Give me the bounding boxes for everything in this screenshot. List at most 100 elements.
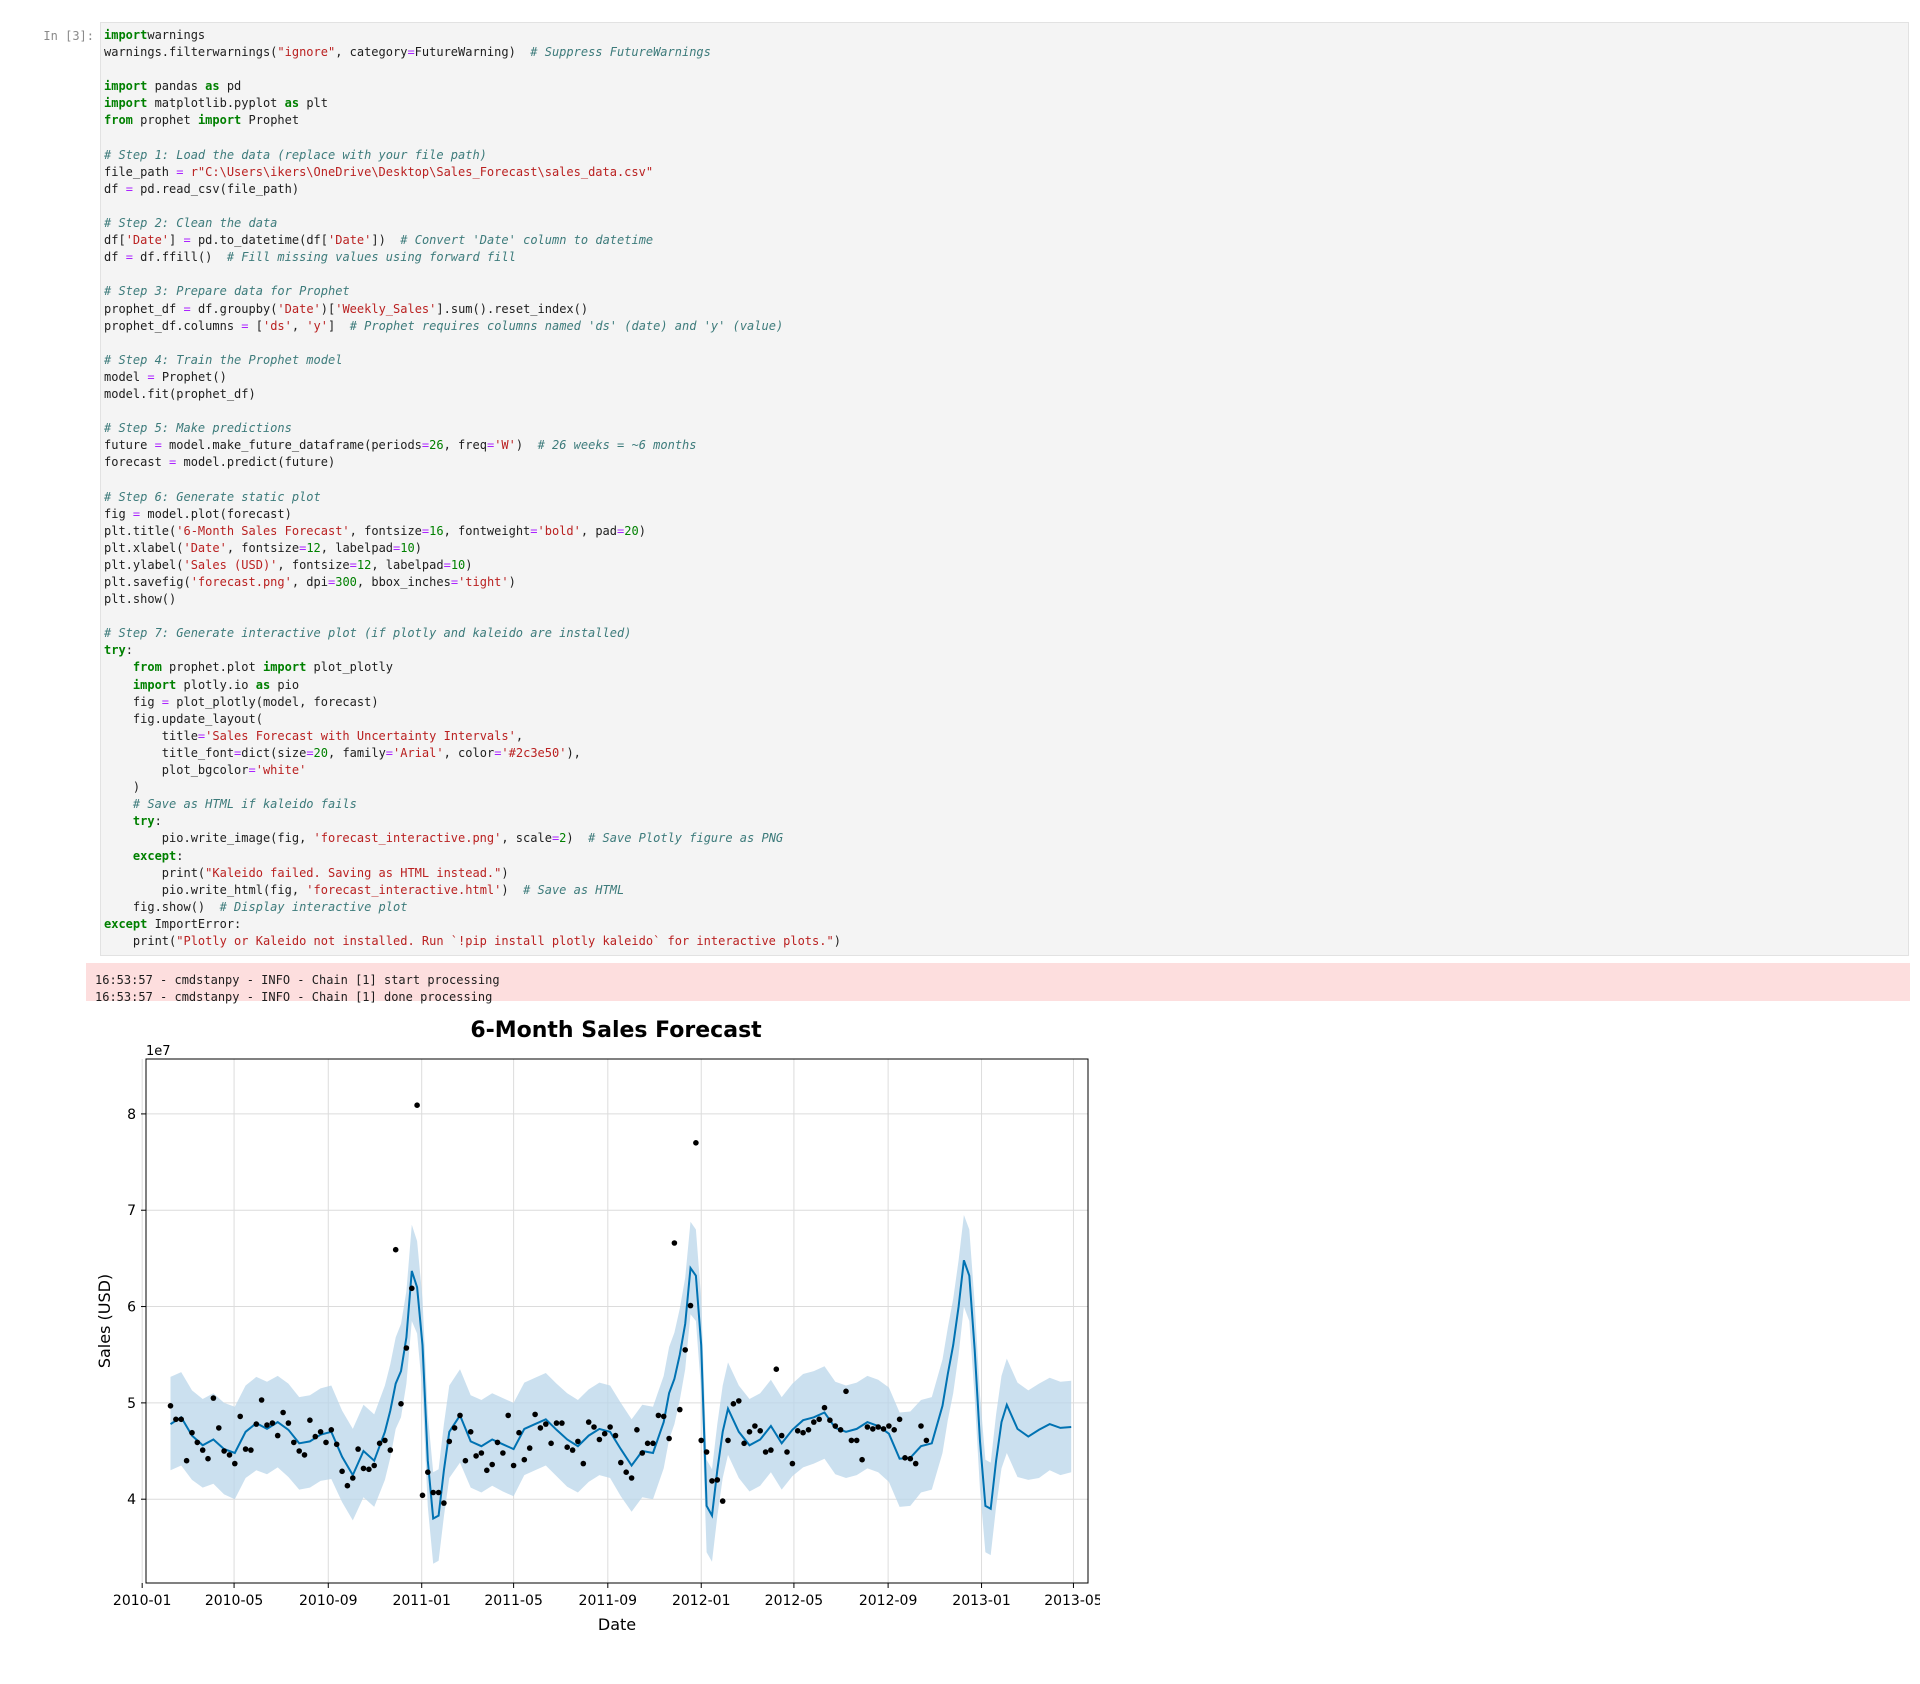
x-tick-label: 2011-09 [579, 1593, 638, 1609]
code-token: ]) [371, 233, 401, 248]
code-token: plt.ylabel( [104, 557, 184, 572]
code-line [104, 471, 841, 488]
code-cell-editor[interactable] [100, 22, 1909, 956]
code-line: fig = model.plot(forecast) [104, 506, 841, 523]
actual-point [360, 1465, 367, 1472]
code-line [104, 608, 841, 625]
actual-point [553, 1420, 560, 1426]
actual-point [859, 1456, 865, 1463]
actual-point [746, 1429, 753, 1435]
code-token: 12 [356, 557, 372, 572]
code-line: warnings.filterwarnings("ignore", catego… [104, 44, 841, 61]
code-token: title [104, 728, 198, 743]
y-tick-label: 7 [127, 1203, 136, 1219]
actual-point [526, 1445, 533, 1451]
code-token: 2 [559, 831, 567, 846]
actual-point [821, 1404, 828, 1411]
actual-point [837, 1427, 844, 1433]
actual-point [178, 1416, 184, 1423]
forecast-line [169, 1259, 1072, 1521]
code-token: ) [465, 557, 473, 572]
code-token: , scale [501, 831, 552, 846]
actual-point [312, 1433, 319, 1440]
actual-point [864, 1424, 871, 1430]
code-token: 'Date' [125, 233, 170, 248]
actual-point [441, 1500, 447, 1506]
code-token: try [104, 643, 126, 658]
actual-point [655, 1412, 662, 1419]
code-token: 10 [450, 557, 466, 572]
actual-point [291, 1439, 297, 1446]
code-token: ) [566, 831, 589, 846]
code-token: model.predict(future) [176, 455, 336, 470]
code-token: "Kaleido failed. Saving as HTML instead.… [205, 865, 502, 880]
code-token: prophet_df.columns [104, 318, 242, 333]
code-token: pandas [147, 79, 206, 94]
code-token: r"C:\Users\ikers\OneDrive\Desktop\Sales_… [183, 164, 654, 179]
code-token: = [125, 181, 133, 196]
code-token: 'bold' [537, 523, 581, 538]
code-line: future = model.make_future_dataframe(per… [104, 437, 841, 454]
code-token: model.plot(forecast) [140, 506, 292, 521]
x-tick-label: 2010-01 [113, 1593, 172, 1609]
code-token: import [262, 660, 307, 675]
actual-point [248, 1447, 254, 1453]
code-token: from [104, 113, 133, 128]
actual-point [296, 1448, 303, 1454]
actual-point [757, 1428, 763, 1434]
code-token: ) [104, 780, 141, 795]
code-token: # Save as HTML if kaleido fails [132, 797, 357, 812]
y-tick-label: 5 [127, 1396, 136, 1412]
code-token: # Display interactive plot [219, 899, 408, 914]
code-token: # Save as HTML [523, 882, 625, 897]
code-token: = [450, 575, 459, 589]
code-token: as [205, 79, 220, 94]
code-token: model.fit(prophet_df) [104, 386, 256, 401]
code-token: )[ [320, 301, 336, 316]
actual-point [698, 1437, 704, 1444]
code-token: 300 [335, 575, 357, 589]
actual-point [285, 1420, 292, 1426]
code-line: plot_bgcolor='white' [104, 762, 841, 779]
code-token: : [176, 848, 184, 863]
code-token: print( [104, 933, 177, 948]
code-token: = [154, 438, 162, 453]
code-token: 'W' [494, 438, 516, 453]
actual-point [794, 1428, 801, 1434]
code-token: import [104, 96, 148, 111]
actual-point [328, 1427, 335, 1433]
code-token: "Plotly or Kaleido not installed. Run `!… [176, 933, 834, 948]
code-token: ) [501, 865, 509, 880]
code-token: = [125, 250, 133, 265]
code-token: = [176, 164, 184, 179]
actual-point [264, 1422, 270, 1428]
code-token: "ignore" [277, 45, 336, 60]
code-line: df = df.ffill() # Fill missing values us… [104, 249, 841, 266]
code-token: = [551, 831, 560, 846]
code-token: model.make_future_dataframe(periods [161, 438, 422, 453]
code-token: fig [104, 694, 162, 709]
code-token: ), [566, 745, 581, 760]
code-token: import [132, 677, 177, 692]
code-line: fig = plot_plotly(model, forecast) [104, 694, 841, 711]
code-token: = [421, 523, 430, 538]
code-line: model.fit(prophet_df) [104, 386, 841, 403]
actual-point [918, 1423, 924, 1429]
code-line: print("Kaleido failed. Saving as HTML in… [104, 865, 841, 882]
code-token: = [183, 301, 191, 316]
actual-point [350, 1475, 356, 1481]
actual-point [559, 1420, 565, 1426]
code-line: # Step 7: Generate interactive plot (if … [104, 625, 841, 642]
code-token: # 26 weeks = ~6 months [537, 438, 697, 453]
actual-point [478, 1450, 485, 1456]
actual-point [671, 1240, 678, 1246]
code-line: title_font=dict(size=20, family='Arial',… [104, 745, 841, 762]
code-token: , [515, 728, 524, 743]
actual-point [639, 1450, 646, 1456]
actual-point [403, 1345, 410, 1351]
code-token: matplotlib.pyplot [147, 96, 285, 111]
code-line: except ImportError: [104, 916, 841, 933]
code-token: ].sum().reset_index() [436, 301, 589, 316]
code-token: = [617, 523, 625, 538]
actual-point [446, 1438, 453, 1445]
